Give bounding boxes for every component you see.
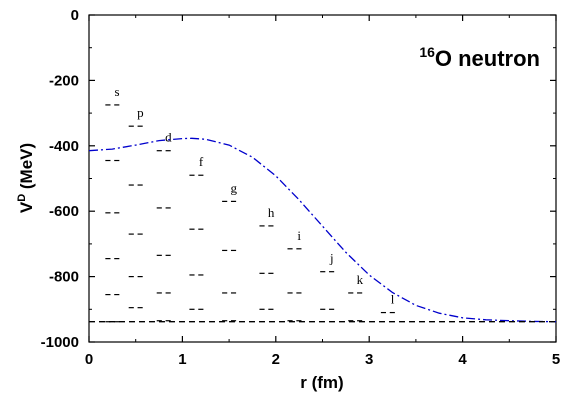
- y-tick-label: -400: [49, 138, 79, 155]
- series-line-0: [88, 137, 557, 323]
- series-group: [88, 137, 557, 323]
- x-tick-label: 4: [458, 351, 467, 368]
- x-tick-label: 1: [178, 351, 186, 368]
- y-tick-label: -800: [49, 269, 79, 286]
- y-axis-label-main: V: [17, 201, 36, 213]
- annotation-superscript: 16: [419, 44, 435, 60]
- level-label-l: l: [391, 292, 395, 307]
- axis-ticks: [88, 14, 557, 343]
- level-label-s: s: [114, 84, 119, 99]
- tick-labels: 0 1 2 3 4 5 0 -200 -400 -600 -800 -1000: [41, 7, 561, 368]
- level-label-d: d: [165, 130, 172, 145]
- level-label-i: i: [297, 228, 301, 243]
- y-axis-label-superscript: D: [16, 194, 28, 202]
- level-label-p: p: [137, 105, 144, 120]
- y-axis-label-unit: (MeV): [17, 143, 36, 194]
- y-tick-label: -600: [49, 203, 79, 220]
- level-label-g: g: [231, 180, 238, 195]
- annotation-text: O neutron: [435, 46, 540, 71]
- level-label-f: f: [199, 154, 204, 169]
- y-tick-label: 0: [71, 7, 79, 24]
- level-label-h: h: [268, 205, 275, 220]
- x-axis-label: r (fm): [300, 373, 343, 392]
- x-tick-label: 3: [365, 351, 373, 368]
- x-tick-label: 5: [552, 351, 560, 368]
- nucleus-annotation: 16O neutron: [419, 44, 540, 71]
- level-label-j: j: [329, 251, 334, 266]
- y-axis-label: VD (MeV): [16, 143, 36, 213]
- x-tick-label: 0: [85, 351, 93, 368]
- y-tick-label: -200: [49, 72, 79, 89]
- level-label-k: k: [357, 272, 364, 287]
- y-tick-label: -1000: [41, 334, 79, 351]
- energy-levels: s p d f g h i j k l: [105, 84, 395, 323]
- x-tick-label: 2: [272, 351, 280, 368]
